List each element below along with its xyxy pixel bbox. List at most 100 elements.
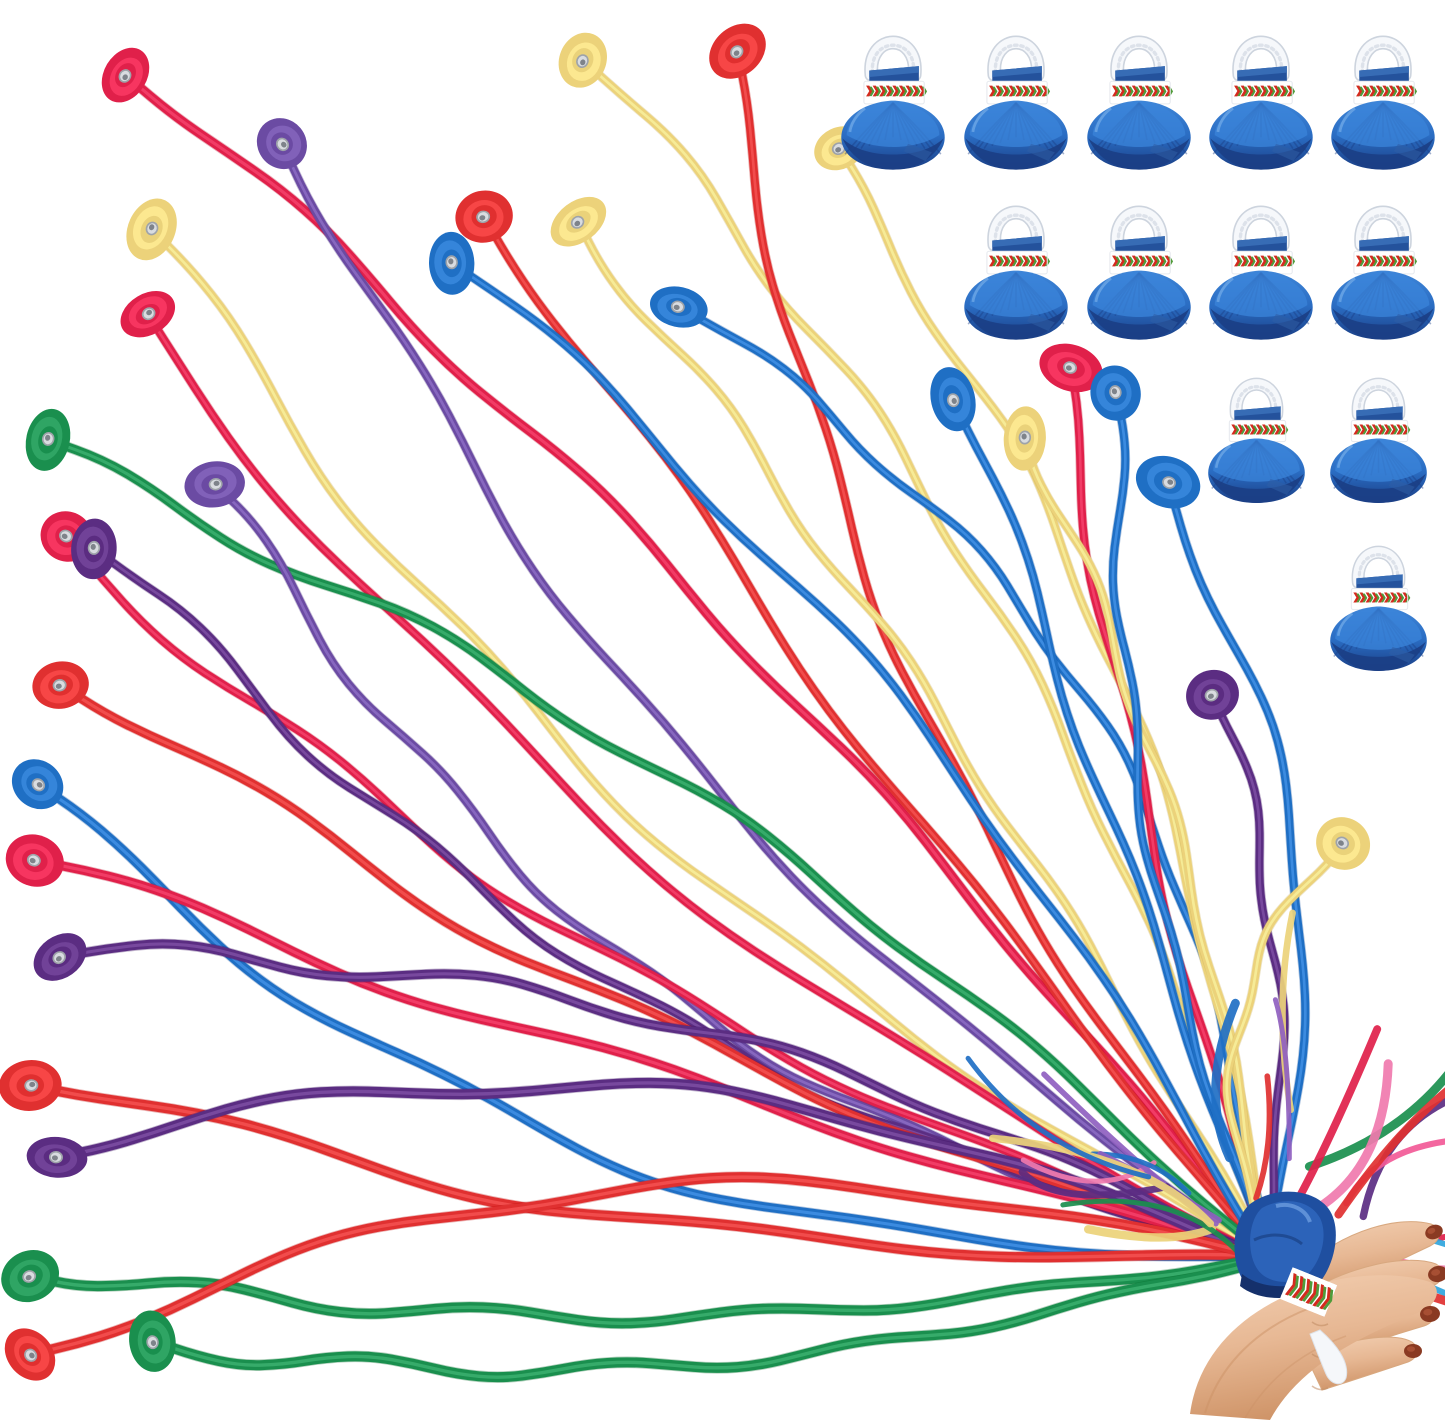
streamer-tip-coil [71,518,117,580]
popper-item [1318,8,1445,175]
popper-graphic [1087,205,1191,340]
streamer-wisp [1060,1198,1241,1255]
streamer-wisp [1084,1224,1216,1242]
streamer-wisp [1018,1168,1171,1199]
popper-graphic [1087,35,1191,170]
streamer-tip-coil [33,933,87,981]
held-popper-finger-band [1279,1267,1338,1317]
popper-graphic [964,35,1068,170]
streamer-tip-coil [0,1060,62,1111]
streamer-tip-coil [32,661,89,709]
streamer [42,434,1275,1262]
streamer-tip-coil [11,759,64,810]
popper-decorative-band [1350,419,1411,443]
popper-item [1196,178,1326,345]
streamer [24,1079,1275,1264]
streamer [146,1253,1274,1383]
streamer-tip-coil [129,1310,176,1372]
popper-body [1209,270,1313,340]
streamer-tip-coil [120,291,176,338]
streamer-tip-coil [1090,365,1141,421]
popper-body [1208,438,1305,503]
popper-graphic [964,205,1068,340]
streamer [1163,477,1311,1263]
popper-decorative-band [1109,250,1174,275]
streamer-tip-coil [429,231,475,295]
popper-rope-loop [987,35,1045,82]
streamer-highlight [46,438,1271,1259]
streamer-tip-coil [184,461,245,508]
popper-item [1318,520,1439,676]
popper-body [1209,100,1313,170]
streamer-tip-coil [1186,669,1239,720]
streamer-wisp [1253,1073,1273,1202]
popper-decorative-band [1231,80,1296,105]
popper-decorative-band [1353,250,1418,275]
popper-graphic [1331,205,1435,340]
popper-rope-loop [987,205,1045,252]
streamer-highlight [28,1175,1270,1357]
popper-rope-loop [1232,35,1290,82]
popper-graphic [841,35,945,170]
streamer [24,1250,1274,1330]
streamer-highlight [280,142,1271,1259]
streamer-wisp [965,1055,1152,1180]
streamer-tip-coil [1316,817,1371,870]
popper-body [1331,100,1435,170]
popper-body [1330,438,1427,503]
popper-decorative-band [1353,80,1418,105]
streamer [29,855,1274,1264]
streamer-tip-coil [101,47,150,103]
streamer-tip-coil [1,1250,60,1303]
popper-graphic [1209,35,1313,170]
streamer-wisp [1211,998,1240,1163]
streamer [24,1171,1274,1361]
popper-decorative-band [986,250,1051,275]
streamer-tip-coil [5,834,64,887]
streamer [1020,433,1274,1263]
streamer [146,224,1273,1263]
streamer-tip-coil [4,1328,56,1381]
streamer-ribbon [30,856,1273,1263]
streamer-tip-coil [1135,455,1201,509]
streamer-highlight [1166,480,1307,1260]
popper-item [951,178,1081,345]
streamer-tip-coil [126,198,177,261]
popper-rope-loop [1351,377,1406,421]
popper-decorative-band [863,80,928,105]
streamer-tip-coil [455,190,513,243]
streamer-highlight [59,683,1269,1263]
streamer [1207,690,1290,1263]
streamer-tip-coil [558,32,607,88]
streamer-highlight [150,228,1270,1260]
streamer-tip-coil [256,118,307,170]
popper-body [1331,270,1435,340]
streamer-highlight [150,1257,1270,1379]
popper-item [951,8,1081,175]
popper-decorative-band [1109,80,1174,105]
popper-rope-loop [1110,205,1168,252]
streamer-highlight [28,1083,1271,1259]
streamer-tip-coil [1039,343,1103,393]
popper-item [1318,352,1439,508]
streamer-highlight [450,261,1269,1261]
popper-body [1087,270,1191,340]
streamer-wisp [988,1134,1215,1228]
popper-body [964,100,1068,170]
popper-item [828,8,958,175]
streamer [446,258,1272,1264]
popper-paper-tail [1309,1329,1348,1385]
popper-graphic [1330,545,1427,671]
popper-rope-loop [864,35,922,82]
popper-body [1087,100,1191,170]
streamer-tip-coil [649,286,708,328]
streamer-highlight [1023,437,1271,1260]
popper-rope-loop [1354,35,1412,82]
held-popper [1234,1191,1338,1317]
streamer [732,46,1271,1264]
popper-graphic [1208,377,1305,503]
popper-graphic [1331,35,1435,170]
